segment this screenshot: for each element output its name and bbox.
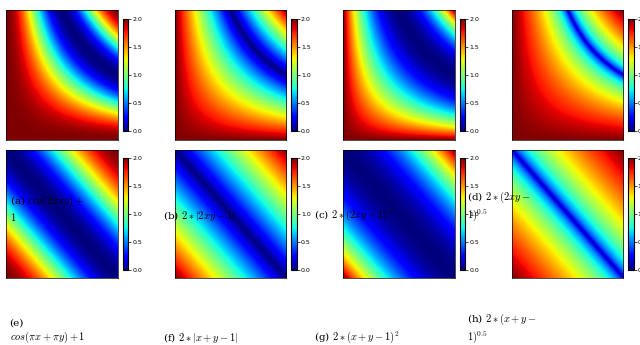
- Text: (d) $2 * (2xy -$
$1)^{0.5}$: (d) $2 * (2xy -$ $1)^{0.5}$: [467, 188, 531, 223]
- Text: (f) $2*|x+y-1|$: (f) $2*|x+y-1|$: [163, 331, 239, 345]
- Text: (e)
$cos(\pi x+\pi y)+1$: (e) $cos(\pi x+\pi y)+1$: [10, 319, 85, 345]
- Text: (g) $2*(x+y-1)^2$: (g) $2*(x+y-1)^2$: [314, 329, 399, 345]
- Text: (a) $cos(2\pi xy) +$
$1$: (a) $cos(2\pi xy) +$ $1$: [10, 193, 83, 223]
- Text: (b) $2*|2xy-1|$: (b) $2*|2xy-1|$: [163, 208, 235, 223]
- Text: (h) $2 * (x + y -$
$1)^{0.5}$: (h) $2 * (x + y -$ $1)^{0.5}$: [467, 311, 537, 345]
- Text: (c) $2*(2xy-1)^2$: (c) $2*(2xy-1)^2$: [314, 207, 392, 223]
